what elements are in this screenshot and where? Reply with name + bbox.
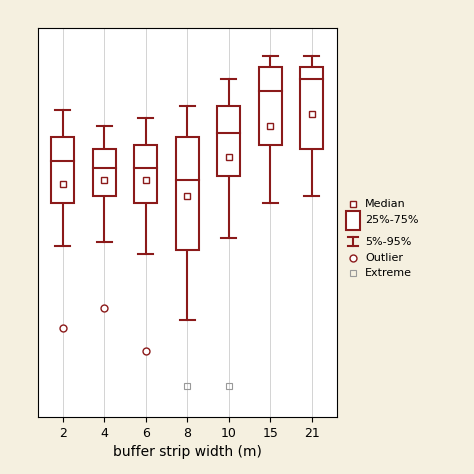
Bar — [300, 67, 323, 149]
X-axis label: buffer strip width (m): buffer strip width (m) — [113, 446, 262, 459]
Text: 5%-95%: 5%-95% — [365, 237, 411, 247]
Bar — [51, 137, 74, 203]
Text: Median: Median — [365, 199, 406, 209]
Bar — [134, 145, 157, 203]
Text: Outlier: Outlier — [365, 253, 403, 264]
Text: Extreme: Extreme — [365, 267, 412, 278]
Bar — [176, 137, 199, 250]
Bar — [259, 67, 282, 145]
Text: 25%-75%: 25%-75% — [365, 215, 419, 226]
Bar — [93, 149, 116, 196]
Bar — [217, 106, 240, 176]
